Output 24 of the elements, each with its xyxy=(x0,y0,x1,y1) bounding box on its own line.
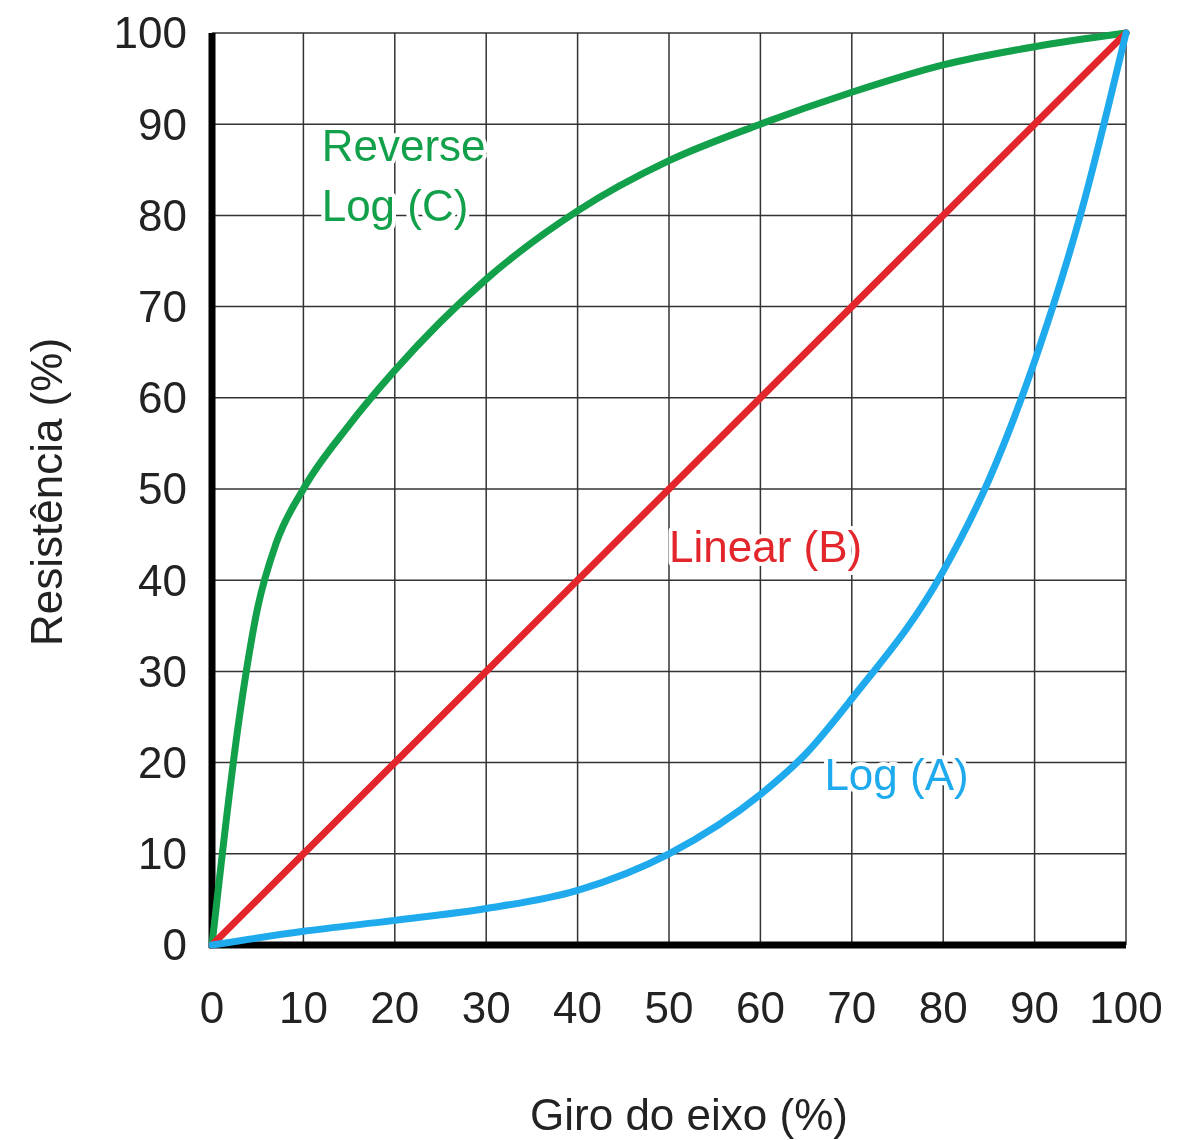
x-tick-label: 50 xyxy=(644,983,694,1032)
x-tick-label: 20 xyxy=(370,983,420,1032)
y-tick-label: 70 xyxy=(138,282,187,331)
y-tick-label: 30 xyxy=(138,646,187,696)
y-tick-label: 10 xyxy=(138,829,187,879)
x-tick-label: 30 xyxy=(461,983,511,1032)
x-axis-title: Giro do eixo (%) xyxy=(530,1090,848,1139)
x-tick-label: 60 xyxy=(735,983,785,1032)
x-tick-label: 80 xyxy=(918,983,968,1032)
x-tick-label: 90 xyxy=(1010,983,1060,1032)
x-tick-label: 100 xyxy=(1089,983,1163,1032)
y-tick-label: 20 xyxy=(138,738,187,787)
x-tick-label: 0 xyxy=(199,983,225,1032)
y-axis-title: Resistência (%) xyxy=(22,337,71,647)
y-tick-label: 50 xyxy=(138,464,187,514)
x-tick-label: 40 xyxy=(553,983,603,1032)
y-tick-label: 60 xyxy=(138,373,187,423)
y-tick-label: 90 xyxy=(138,99,187,149)
y-tick-label: 100 xyxy=(113,8,187,58)
x-tick-label: 10 xyxy=(278,983,328,1032)
y-tick-label: 80 xyxy=(138,190,187,240)
y-tick-label: 0 xyxy=(162,920,187,970)
y-tick-label: 40 xyxy=(138,555,187,605)
x-tick-label: 70 xyxy=(827,983,877,1032)
